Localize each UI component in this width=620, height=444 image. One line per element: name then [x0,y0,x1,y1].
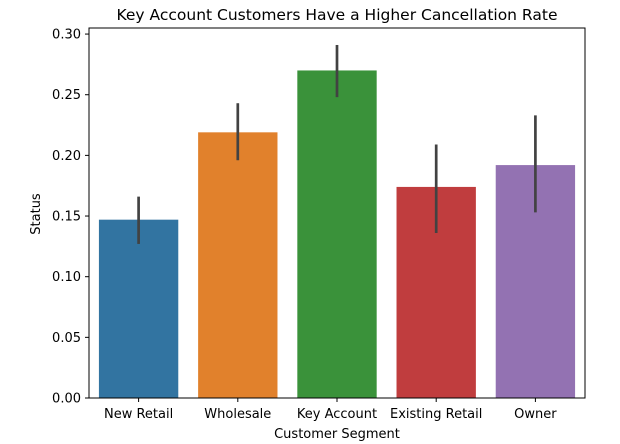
y-tick-label: 0.00 [52,392,81,407]
y-axis: 0.00 0.05 0.10 0.15 0.20 0.25 0.30 [52,28,89,407]
y-tick-label: 0.05 [52,331,81,346]
x-tick-label: New Retail [104,407,173,422]
bar-wholesale [198,132,278,398]
chart-title: Key Account Customers Have a Higher Canc… [117,6,558,24]
x-axis: New Retail Wholesale Key Account Existing R… [104,398,557,422]
bar-new-retail [98,219,179,398]
y-tick-label: 0.15 [52,210,81,225]
bar-key-account [297,70,377,398]
error-bars-group [137,44,537,244]
y-tick-label: 0.25 [52,88,81,103]
bars-group [98,70,576,398]
x-tick-label: Key Account [297,407,377,422]
x-tick-label: Wholesale [204,407,271,422]
y-axis-label: Status [29,193,44,235]
y-tick-label: 0.20 [52,149,81,164]
x-tick-label: Owner [514,407,557,422]
x-axis-label: Customer Segment [274,427,400,442]
y-tick-label: 0.10 [52,270,81,285]
y-tick-label: 0.30 [52,28,81,43]
x-tick-label: Existing Retail [390,407,482,422]
